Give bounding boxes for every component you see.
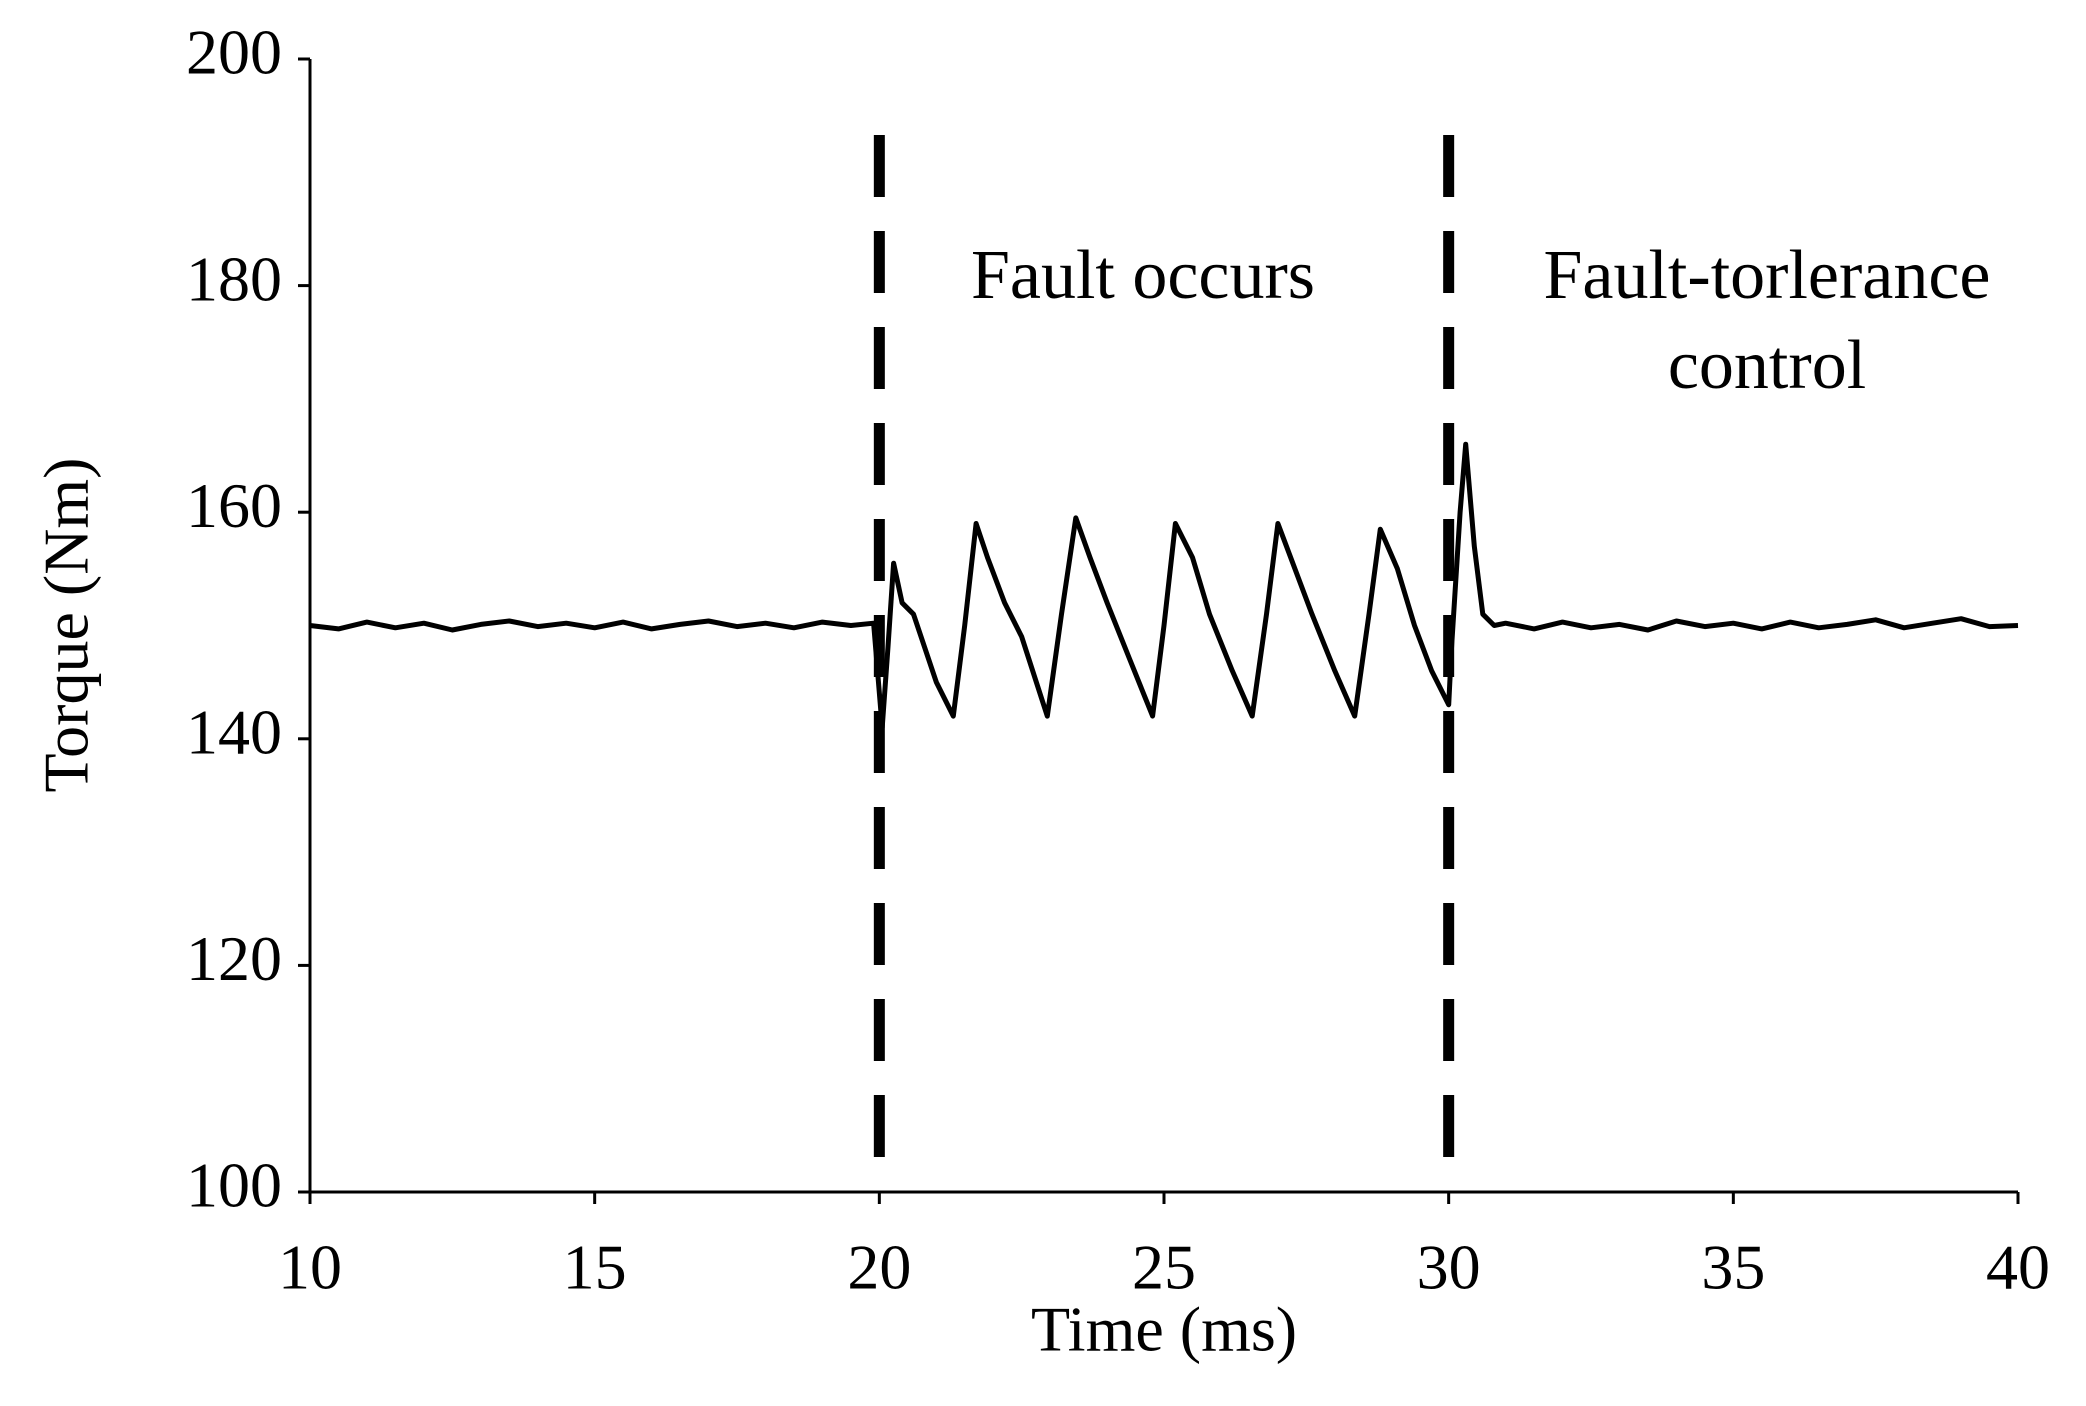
y-tick-label: 160: [186, 470, 282, 541]
y-axis-title: Torque (Nm): [31, 458, 102, 793]
x-tick-label: 15: [563, 1232, 627, 1303]
x-tick-label: 10: [278, 1232, 342, 1303]
x-tick-label: 40: [1986, 1232, 2050, 1303]
y-tick-label: 200: [186, 17, 282, 88]
annotation: Fault occurs: [971, 237, 1315, 314]
y-tick-label: 140: [186, 696, 282, 767]
annotation-line: Fault occurs: [971, 237, 1315, 314]
y-tick-label: 120: [186, 923, 282, 994]
x-tick-label: 25: [1132, 1232, 1196, 1303]
annotation: Fault-torlerance control: [1543, 237, 1990, 404]
x-tick-label: 35: [1701, 1232, 1765, 1303]
torque-line: [309, 441, 2019, 730]
y-tick-label: 100: [186, 1150, 282, 1221]
annotation-line: Fault-torlerance: [1543, 237, 1990, 314]
annotation-line: control: [1668, 327, 1866, 404]
y-tick-label: 180: [186, 243, 282, 314]
x-tick-label: 30: [1417, 1232, 1481, 1303]
x-tick-label: 20: [847, 1232, 911, 1303]
x-axis-title: Time (ms): [1031, 1294, 1297, 1365]
